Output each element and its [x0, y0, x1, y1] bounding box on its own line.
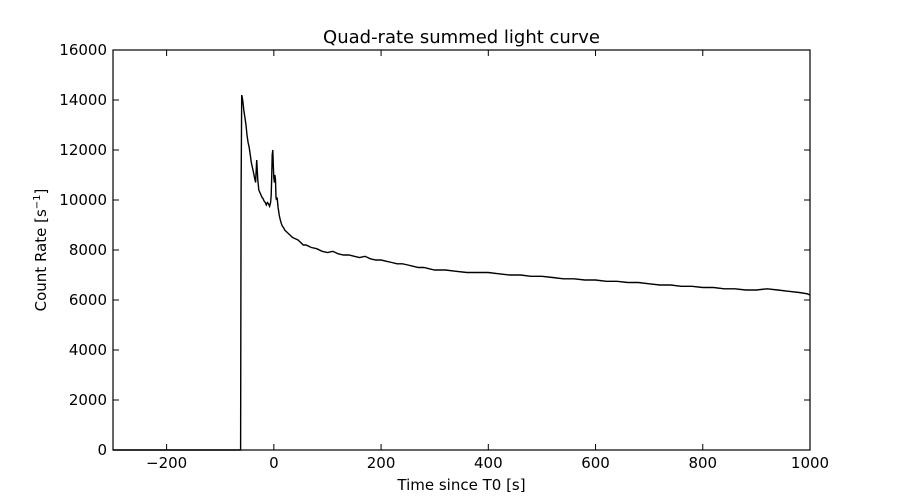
y-tick-label: 2000	[69, 391, 107, 409]
tick-labels: −200 0 200 400 600 800 10000200040006000800010…	[59, 41, 829, 472]
y-tick-label: 12000	[59, 141, 107, 159]
y-tick-label: 4000	[69, 341, 107, 359]
y-axis-label: Count Rate [s−1]	[32, 189, 50, 312]
x-tick-label: 800	[688, 454, 717, 472]
y-tick-label: 16000	[59, 41, 107, 59]
plot-frame	[112, 49, 811, 451]
y-tick-label: 0	[97, 441, 107, 459]
series-line	[113, 94, 811, 451]
x-tick-label: 400	[474, 454, 503, 472]
y-tick-label: 6000	[69, 291, 107, 309]
y-tick-label: 14000	[59, 91, 107, 109]
x-tick-label: 0	[269, 454, 279, 472]
plot-area	[113, 50, 810, 450]
y-axis-label-superscript: −1	[32, 194, 43, 209]
x-axis-label: Time since T0 [s]	[396, 476, 525, 494]
y-tick-label: 10000	[59, 191, 107, 209]
y-axis-label-end: ]	[32, 189, 50, 195]
y-tick-label: 8000	[69, 241, 107, 259]
chart-title: Quad-rate summed light curve	[323, 27, 600, 48]
x-tick-label: 1000	[791, 454, 829, 472]
y-axis-label-main: Count Rate [s	[32, 209, 50, 311]
x-tick-label: 600	[581, 454, 610, 472]
x-tick-label: 200	[367, 454, 396, 472]
x-tick-label: −200	[146, 454, 187, 472]
